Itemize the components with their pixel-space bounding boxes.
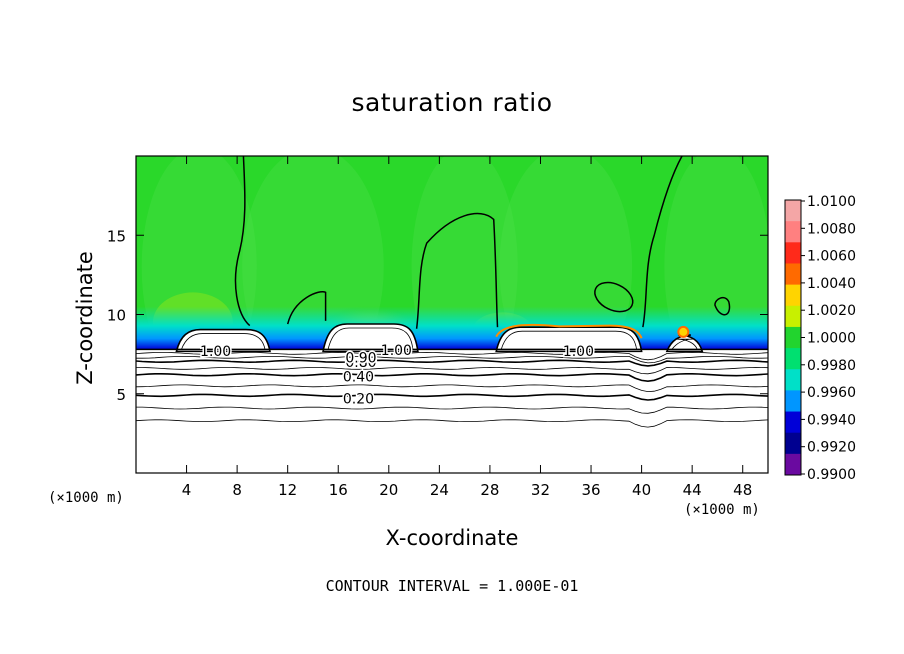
colorbar-swatch: [785, 305, 801, 328]
colorbar-label: 1.0000: [807, 331, 856, 347]
cloud-3-rim: [495, 323, 643, 339]
subsaturated-region: [136, 349, 768, 473]
contour-line: [136, 351, 768, 361]
cloud-2: [322, 323, 419, 353]
contour-line: [136, 356, 768, 364]
contour-label: 0.80: [345, 355, 376, 371]
colorbar-label: 1.0020: [807, 303, 856, 319]
contour-line: [136, 366, 768, 375]
colorbar-swatch: [785, 432, 801, 455]
x-axis-label: X-coordinate: [385, 526, 519, 550]
contour-line: [594, 281, 634, 313]
colorbar-label: 0.9920: [807, 440, 856, 456]
colorbar-label: 1.0080: [807, 221, 856, 237]
contour-line: [136, 359, 768, 367]
x-tick-label: 32: [531, 481, 550, 499]
colorbar-label: 1.0100: [807, 194, 856, 210]
colorbar-swatch: [785, 390, 801, 413]
cloud-2-inner-contour: [327, 327, 414, 350]
colorbar-label: 0.9940: [807, 412, 856, 428]
x-tick-label: 12: [278, 481, 297, 499]
contour-label: 0.20: [343, 392, 374, 408]
colorbar-label: 1.0060: [807, 249, 856, 265]
y-tick-label: 10: [107, 307, 126, 325]
x-tick-label: 36: [581, 481, 600, 499]
colorbar-label: 0.9960: [807, 385, 856, 401]
x-tick-label: 24: [430, 481, 449, 499]
colorbar-swatch: [785, 242, 801, 264]
contour-line: [136, 393, 768, 401]
contour-line: [415, 212, 499, 329]
colorbar-swatch: [785, 263, 801, 286]
colorbar-label: 0.9900: [807, 467, 856, 483]
cloud-1: [175, 328, 271, 353]
x-unit-right: (×1000 m): [684, 502, 760, 518]
contour-line: [234, 156, 251, 327]
colorbar-swatch: [785, 411, 801, 434]
contour-label: 0.40: [343, 369, 374, 385]
x-tick-label: 44: [683, 481, 702, 499]
cloud-3: [495, 326, 643, 353]
contour-line: [136, 384, 768, 393]
x-tick-label: 20: [379, 481, 398, 499]
contour-line: [714, 296, 731, 316]
y-tick-label: 15: [107, 227, 126, 245]
contour-label: 0.90: [345, 350, 376, 366]
colorbar-swatch: [785, 453, 801, 476]
colorbar-label: 1.0040: [807, 276, 856, 292]
x-tick-label: 16: [329, 481, 348, 499]
x-tick-label: 8: [232, 481, 242, 499]
x-unit-left: (×1000 m): [48, 490, 124, 506]
colorbar-label: 0.9980: [807, 358, 856, 374]
colorbar-swatch: [785, 326, 801, 349]
y-axis-label: Z-coordinate: [73, 251, 97, 385]
x-tick-label: 40: [632, 481, 651, 499]
colorbar-swatch: [785, 348, 801, 370]
x-tick-label: 4: [182, 481, 192, 499]
contour-label: 1.00: [200, 344, 231, 360]
contour-label: 1.00: [381, 343, 412, 359]
cloud-4-core: [677, 325, 690, 338]
contour-line: [136, 373, 768, 383]
colorbar-swatch: [785, 284, 801, 307]
cloud-3-inner-contour: [500, 330, 637, 350]
contour-line: [642, 156, 683, 328]
contour-line: [136, 419, 768, 428]
cloud-1-inner-contour: [181, 333, 266, 350]
x-tick-label: 28: [480, 481, 499, 499]
colorbar-swatch: [785, 221, 801, 243]
cloud-4-inner-contour: [671, 338, 698, 350]
contour-line: [136, 406, 768, 414]
contour-interval-note: CONTOUR INTERVAL = 1.000E-01: [325, 577, 579, 595]
x-tick-label: 48: [733, 481, 752, 499]
chart-title: saturation ratio: [351, 88, 553, 117]
y-tick-label: 5: [116, 386, 126, 404]
contour-label: 1.00: [563, 344, 594, 360]
contour-line: [286, 290, 327, 325]
colorbar-swatch: [785, 200, 801, 222]
colorbar-swatch: [785, 369, 801, 391]
